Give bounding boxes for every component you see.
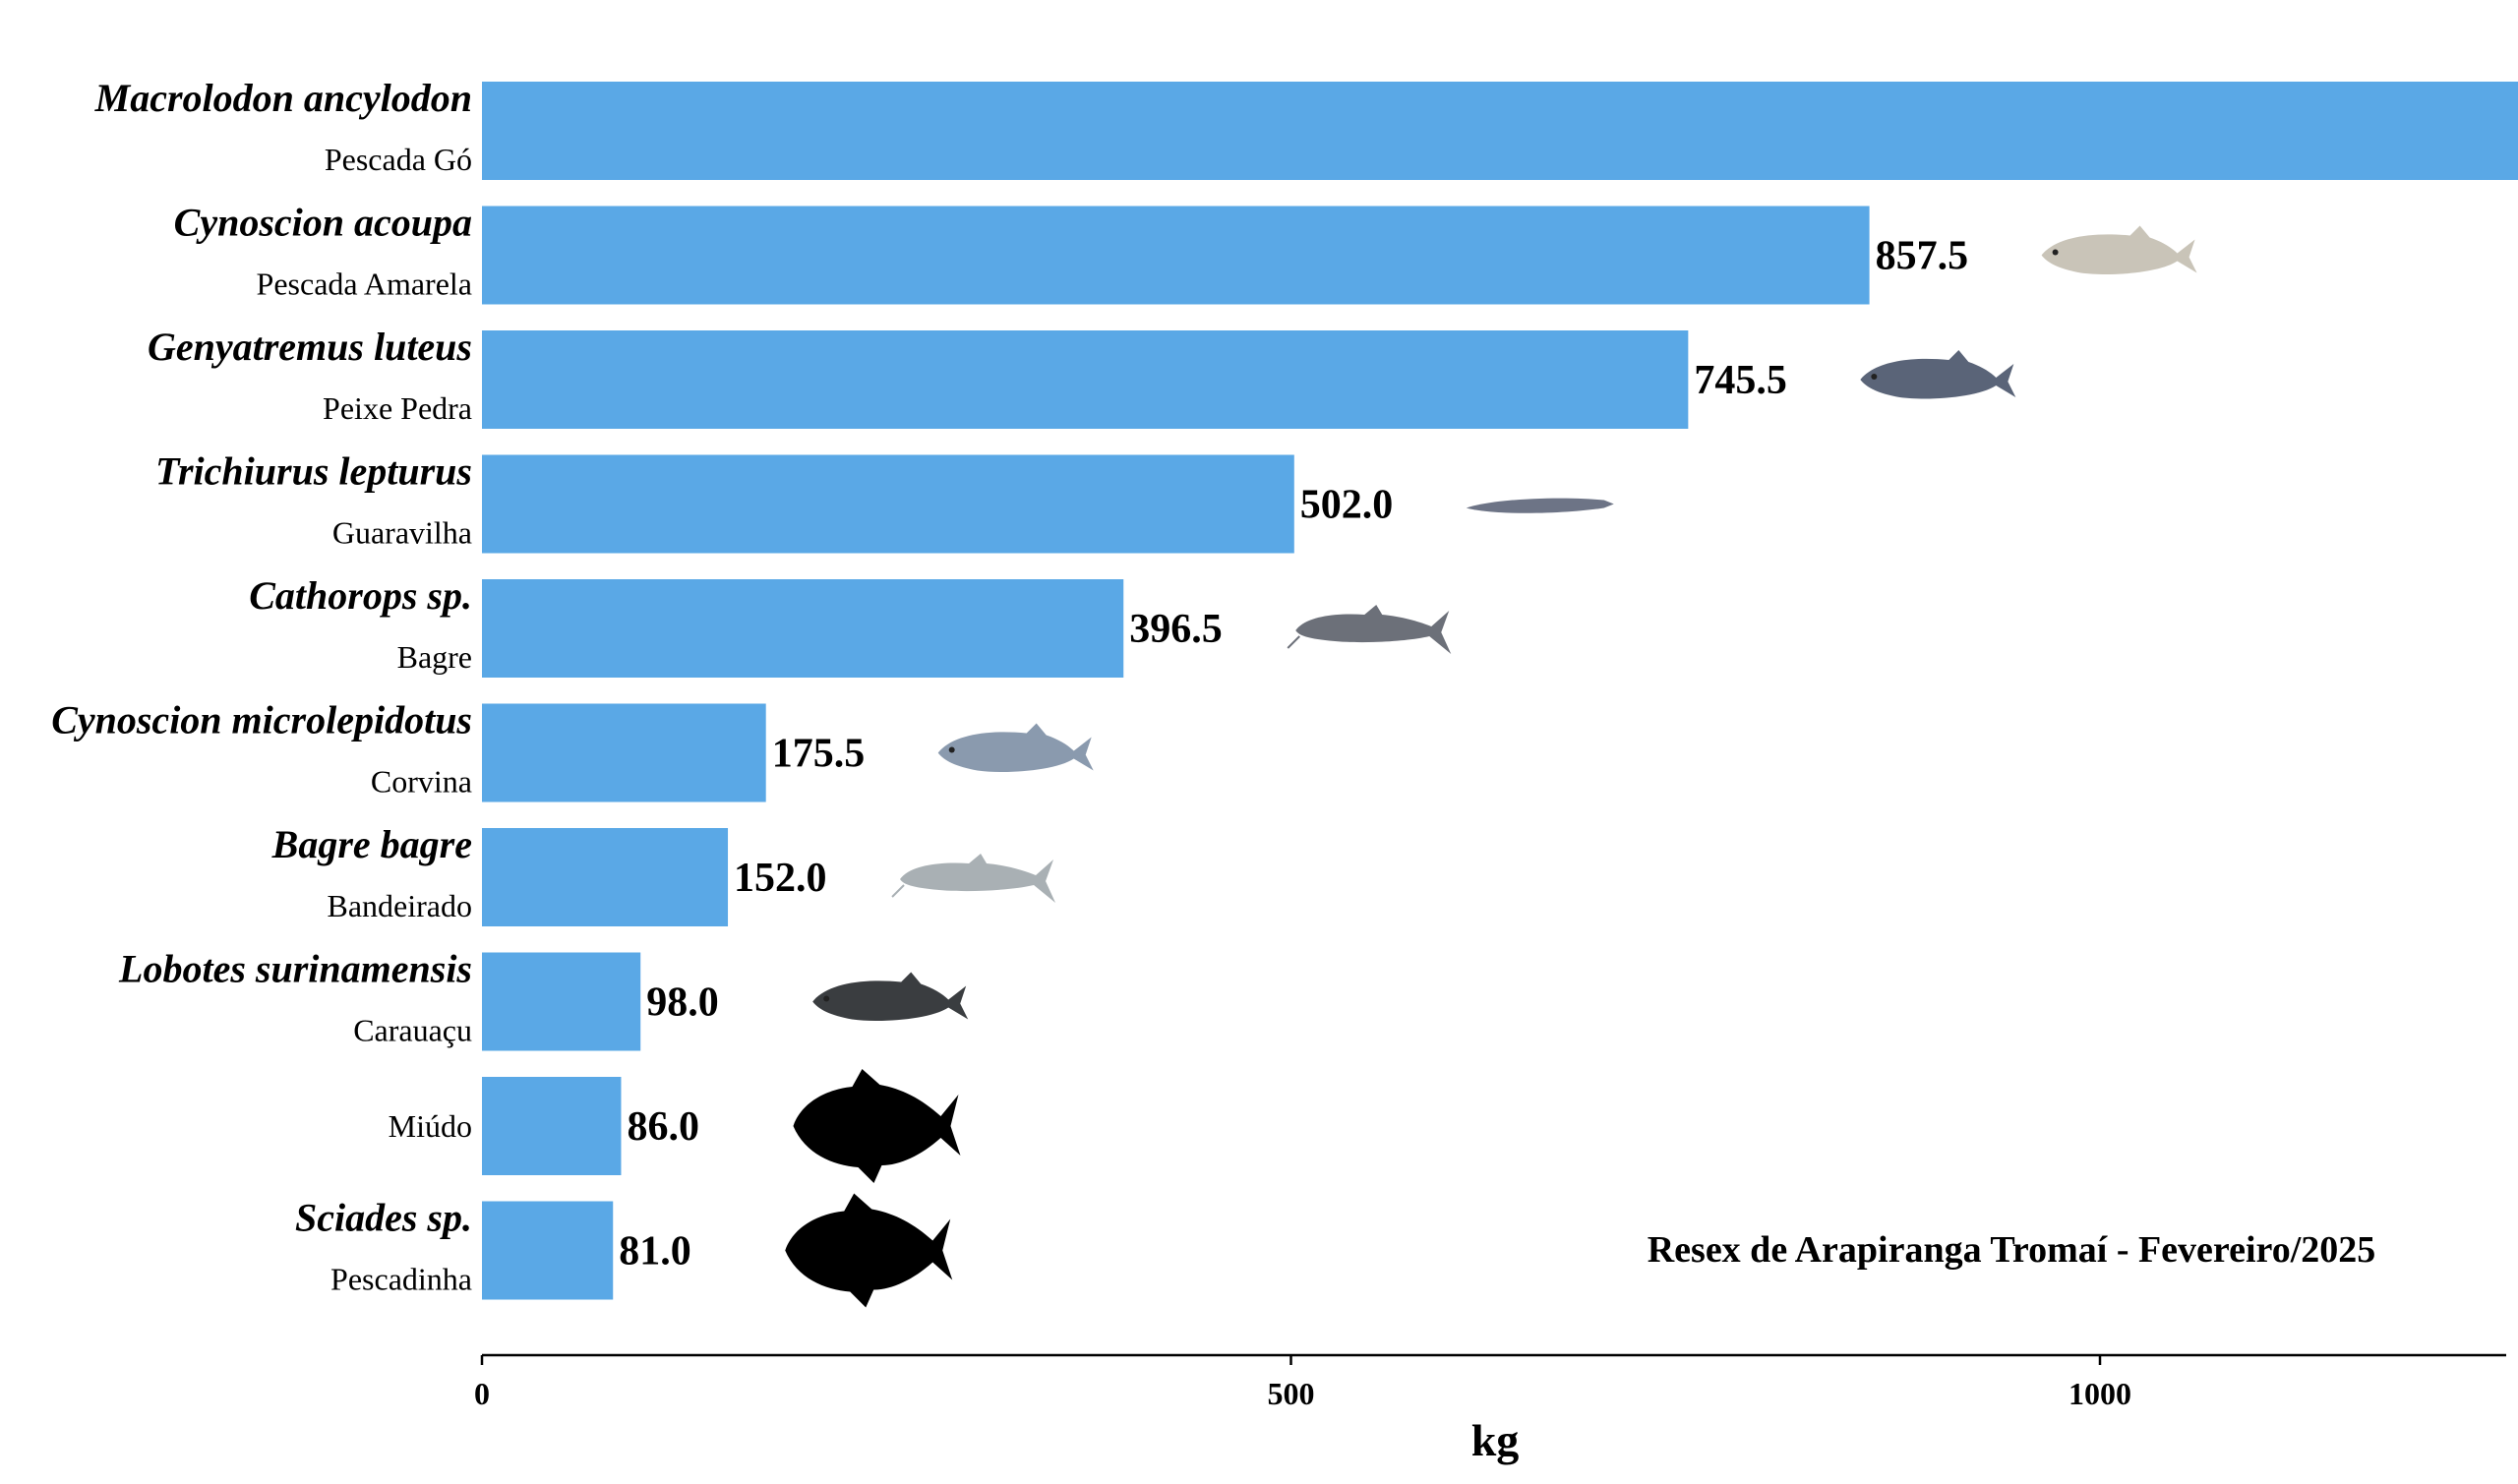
common-name-label: Bagre (397, 639, 472, 675)
value-label: 175.5 (772, 732, 866, 777)
scientific-name-label: Genyatremus luteus (148, 325, 472, 369)
bar (482, 828, 729, 926)
value-label: 502.0 (1300, 483, 1394, 528)
common-name-label: Miúdo (389, 1108, 472, 1144)
fish-icon (1860, 350, 2016, 399)
scientific-name-label: Macrolodon ancylodon (94, 76, 472, 120)
value-labels: 1921.2857.5745.5502.0396.5175.5152.098.0… (619, 234, 1969, 1275)
bar (482, 1201, 614, 1300)
bar (482, 579, 1124, 678)
bars-group (482, 82, 2518, 1300)
bar (482, 330, 1689, 429)
common-name-label: Carauaçu (353, 1013, 472, 1048)
common-name-label: Bandeirado (328, 888, 473, 923)
chart-annotation: Resex de Arapiranga Tromaí - Fevereiro/2… (1648, 1229, 2376, 1271)
value-label: 745.5 (1694, 358, 1787, 403)
value-label: 857.5 (1876, 234, 1969, 279)
x-tick-label: 0 (474, 1376, 490, 1411)
fish-icons (785, 225, 2197, 1308)
fish-icon (812, 972, 969, 1021)
catfish-icon (891, 854, 1056, 903)
scientific-name-labels: Macrolodon ancylodon Cynoscion acoupa Geny… (51, 76, 472, 1240)
fish-icon (937, 723, 1094, 772)
value-label: 152.0 (734, 856, 827, 901)
common-name-label: Guaravilha (332, 515, 472, 551)
fish-silhouette-icon (793, 1069, 961, 1183)
common-name-label: Pescada Gó (325, 142, 472, 177)
value-label: 81.0 (619, 1229, 691, 1275)
scientific-name-label: Sciades sp. (295, 1196, 472, 1240)
bar (482, 1077, 622, 1175)
scientific-name-label: Cynoscion acoupa (174, 201, 472, 245)
bar (482, 454, 1294, 554)
scientific-name-label: Bagre bagre (271, 822, 472, 866)
eel-fish-icon (1466, 498, 1614, 513)
common-name-label: Pescada Amarela (257, 267, 472, 302)
value-label: 98.0 (646, 980, 719, 1026)
x-axis: 0500100015002000 (474, 1353, 2506, 1411)
scientific-name-label: Cathorops sp. (249, 573, 472, 618)
common-name-label: Pescadinha (330, 1262, 472, 1297)
scientific-name-label: Trichiurus lepturus (155, 449, 472, 494)
value-label: 396.5 (1129, 607, 1223, 652)
common-name-labels: Pescada Gó Pescada Amarela Peixe Pedra Guar… (257, 142, 472, 1297)
scientific-name-label: Cynoscion microlepidotus (51, 698, 472, 742)
value-label: 86.0 (627, 1104, 699, 1150)
x-tick-label: 500 (1268, 1376, 1315, 1411)
fish-icon (2041, 225, 2197, 274)
common-name-label: Peixe Pedra (323, 390, 472, 426)
bar (482, 82, 2518, 180)
bar (482, 703, 766, 802)
bar (482, 206, 1870, 305)
bar (482, 952, 641, 1051)
x-axis-title: kg (1471, 1415, 1520, 1465)
x-tick-label: 1000 (2068, 1376, 2131, 1411)
common-name-label: Corvina (371, 764, 472, 800)
catfish-icon (1287, 605, 1452, 654)
scientific-name-label: Lobotes surinamensis (118, 947, 472, 991)
fish-silhouette-icon (785, 1193, 953, 1308)
